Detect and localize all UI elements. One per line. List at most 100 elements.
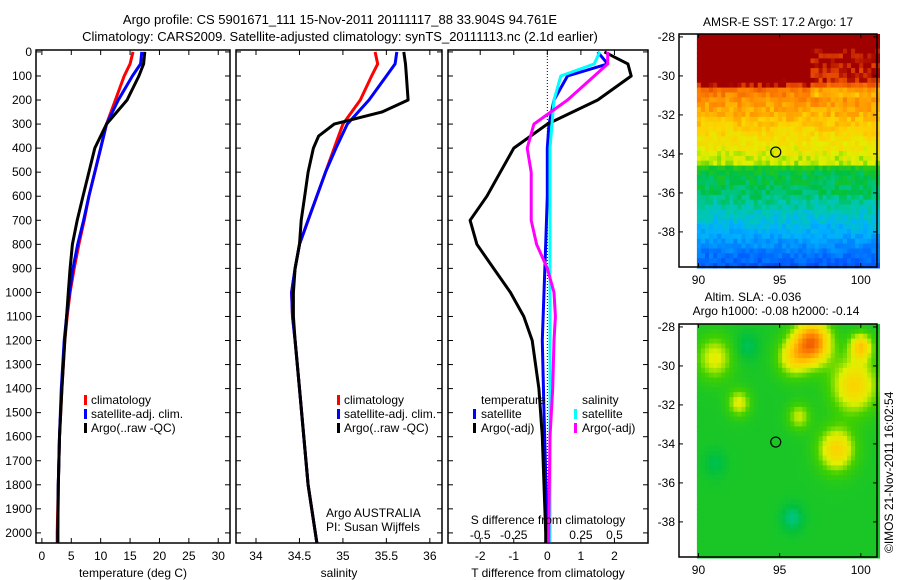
map-cell <box>798 155 803 162</box>
map-cell <box>737 170 742 176</box>
map-cell <box>700 465 706 471</box>
map-cell <box>867 53 872 59</box>
map-cell <box>814 548 820 554</box>
map-cell <box>778 53 783 59</box>
map-cell <box>773 504 779 510</box>
map-cell <box>806 58 811 64</box>
map-cell <box>713 538 718 544</box>
map-cell <box>818 63 824 69</box>
map-cell <box>814 238 820 245</box>
map-cell <box>847 338 852 344</box>
map-cell <box>733 116 738 123</box>
map-cell <box>733 77 738 84</box>
map-cell <box>765 141 771 147</box>
map-cell <box>790 38 795 45</box>
map-cell <box>782 82 787 89</box>
map-cell <box>749 141 755 147</box>
map-cell <box>859 416 864 422</box>
lon-tick-label: 100 <box>851 273 871 287</box>
map-cell <box>717 170 722 176</box>
map-cell <box>842 253 848 259</box>
map-cell <box>741 190 747 196</box>
map-cell <box>741 431 747 437</box>
map-cell <box>717 333 722 340</box>
map-cell <box>794 53 799 59</box>
map-cell <box>851 465 856 471</box>
map-cell <box>814 450 820 457</box>
map-cell <box>741 353 747 359</box>
map-cell <box>863 146 868 152</box>
map-cell <box>769 343 775 349</box>
map-cell <box>830 77 836 84</box>
map-cell <box>696 102 702 108</box>
map-cell <box>847 190 852 196</box>
map-cell <box>757 348 763 354</box>
map-cell <box>830 411 836 418</box>
map-cell <box>851 548 856 554</box>
map-cell <box>810 358 816 364</box>
map-cell <box>810 504 816 510</box>
map-cell <box>871 528 876 535</box>
map-cell <box>810 421 816 427</box>
map-cell <box>761 382 767 388</box>
map-cell <box>741 170 747 176</box>
map-cell <box>761 387 767 393</box>
map-cell <box>810 233 816 240</box>
map-cell <box>717 353 722 359</box>
map-cell <box>733 170 738 176</box>
map-cell <box>721 160 726 167</box>
map-cell <box>729 426 734 432</box>
map-cell <box>847 363 852 369</box>
map-cell <box>745 543 751 549</box>
map-cell <box>814 367 820 374</box>
map-cell <box>794 121 799 128</box>
map-cell <box>717 445 722 452</box>
map-cell <box>810 455 816 461</box>
map-cell <box>826 73 832 79</box>
map-cell <box>810 363 816 369</box>
map-cell <box>769 392 775 398</box>
map-cell <box>713 523 718 530</box>
map-cell <box>717 34 722 40</box>
map-cell <box>717 199 722 206</box>
map-cell <box>786 53 791 59</box>
map-cell <box>753 190 759 196</box>
map-cell <box>733 87 738 93</box>
map-cell <box>818 372 824 379</box>
map-cell <box>753 470 759 476</box>
map-cell <box>729 146 734 152</box>
map-cell <box>838 146 844 152</box>
map-cell <box>769 107 775 113</box>
map-cell <box>863 363 868 369</box>
map-cell <box>745 548 751 554</box>
map-cell <box>794 131 799 137</box>
map-cell <box>794 489 799 496</box>
map-cell <box>798 92 803 98</box>
map-cell <box>818 233 824 240</box>
map-cell <box>725 82 730 89</box>
map-cell <box>778 263 783 269</box>
map-cell <box>705 411 710 418</box>
map-cell <box>757 233 763 240</box>
map-cell <box>733 92 738 98</box>
map-cell <box>705 155 710 162</box>
map-cell <box>709 343 714 349</box>
map-cell <box>838 97 844 103</box>
map-cell <box>798 121 803 128</box>
map-cell <box>806 324 811 330</box>
map-cell <box>851 53 856 59</box>
map-cell <box>834 190 840 196</box>
map-cell <box>729 224 734 230</box>
map-cell <box>700 204 706 210</box>
map-cell <box>822 97 828 103</box>
map-cell <box>802 372 807 379</box>
map-cell <box>814 180 820 186</box>
map-cell <box>778 43 783 50</box>
map-cell <box>721 538 726 544</box>
salinity-xlabel: salinity <box>321 566 358 580</box>
map-cell <box>842 377 848 383</box>
map-cell <box>741 411 747 418</box>
map-cell <box>741 146 747 152</box>
map-cell <box>753 68 759 74</box>
map-cell <box>769 377 775 383</box>
